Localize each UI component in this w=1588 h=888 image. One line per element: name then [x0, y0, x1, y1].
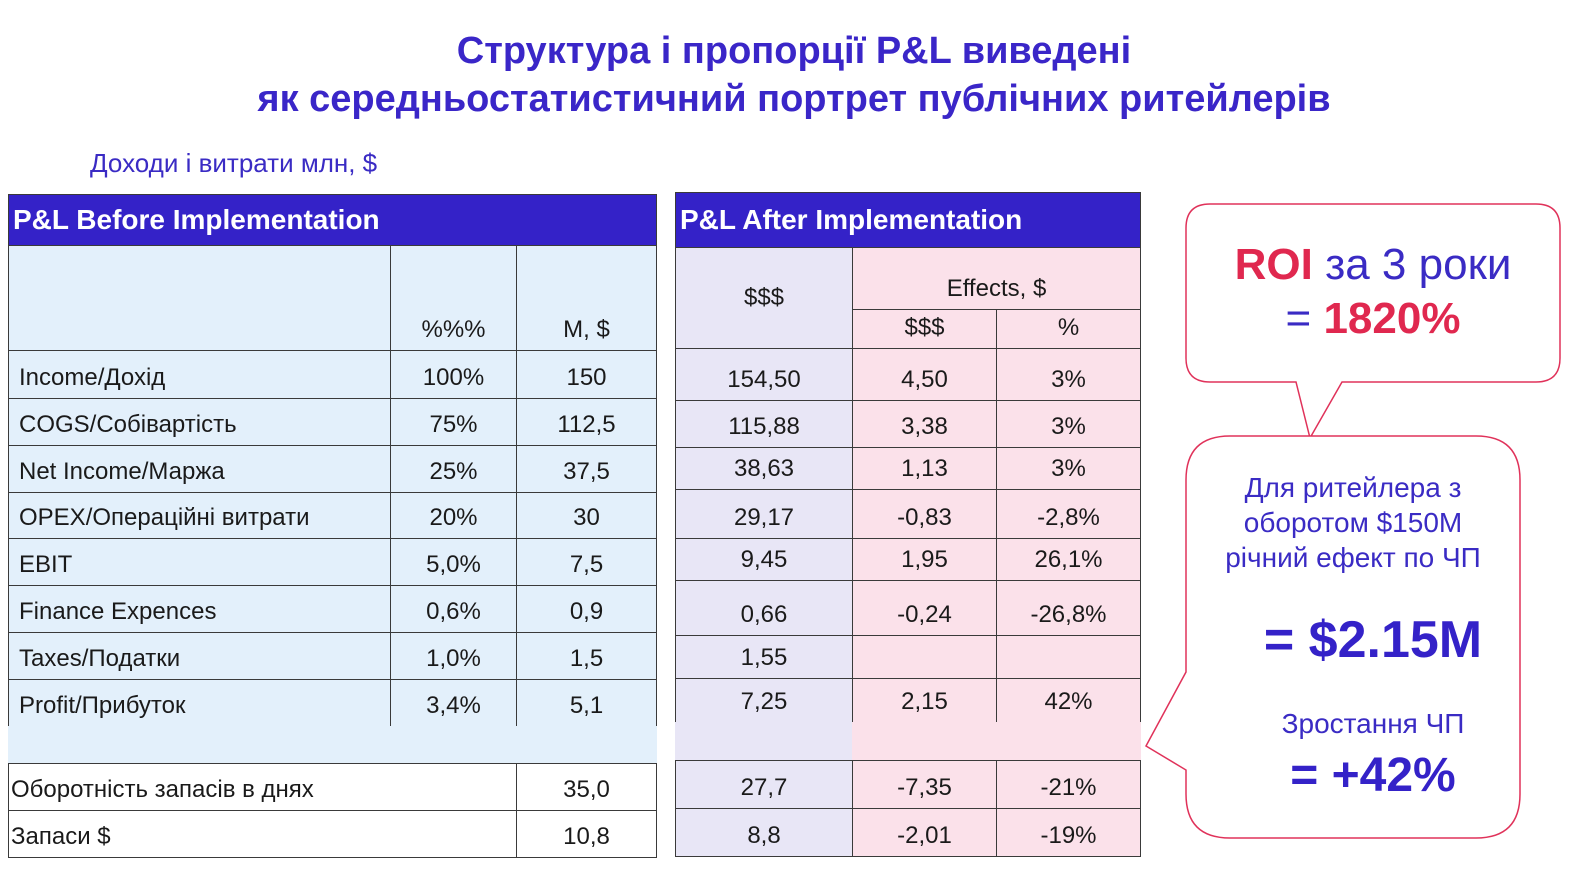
growth-label: Зростання ЧП	[1281, 708, 1465, 739]
table-cell: 4,50	[852, 348, 997, 401]
table-cell: 38,63	[675, 447, 853, 490]
table-cell: 0,9	[516, 585, 657, 633]
table-cell: -7,35	[852, 760, 997, 809]
table-cell: 8,8	[675, 808, 853, 857]
table-cell: Запаси $	[8, 810, 517, 858]
effect-value: = $2.15M	[1263, 611, 1483, 669]
table-cell: 37,5	[516, 445, 657, 493]
spacer	[852, 722, 1141, 761]
table-cell: 10,8	[516, 810, 657, 858]
table-cell: 27,7	[675, 760, 853, 809]
table-cell: -21%	[996, 760, 1141, 809]
roi-value-line: = 1820%	[1186, 294, 1560, 344]
table-cell: 1,95	[852, 538, 997, 581]
table-cell: -19%	[996, 808, 1141, 857]
header-cell: M, $	[516, 245, 657, 351]
table-cell: 5,0%	[390, 538, 517, 586]
roi-bubble	[1185, 203, 1561, 440]
table-cell	[852, 635, 997, 679]
spacer	[8, 726, 657, 764]
table-cell: 150	[516, 350, 657, 399]
table-title: P&L After Implementation	[675, 192, 1141, 248]
roi-eq: =	[1285, 294, 1312, 343]
table-cell: Taxes/Податки	[8, 632, 391, 680]
table-cell: 3,4%	[390, 679, 517, 727]
table-cell: 3%	[996, 400, 1141, 448]
table-cell: 112,5	[516, 398, 657, 446]
table-cell: 9,45	[675, 538, 853, 581]
subtitle: Доходи і витрати млн, $	[90, 148, 378, 178]
table-cell: 154,50	[675, 348, 853, 401]
table-cell: EBIT	[8, 538, 391, 586]
table-cell: 1,13	[852, 447, 997, 490]
effect-bubble	[1144, 435, 1521, 839]
title-line: як середньостатистичний портрет публічни…	[257, 78, 1331, 120]
table-cell	[996, 635, 1141, 679]
header-cell: $$$	[675, 247, 853, 349]
roi-line: ROI за 3 роки	[1186, 240, 1560, 290]
table-cell: -2,8%	[996, 489, 1141, 539]
table-cell: 100%	[390, 350, 517, 399]
spacer	[675, 722, 853, 761]
table-cell: -26,8%	[996, 580, 1141, 636]
table-cell: 2,15	[852, 678, 997, 723]
table-cell: Net Income/Маржа	[8, 445, 391, 493]
table-cell: 30	[516, 492, 657, 539]
roi-value: 1820%	[1323, 294, 1461, 343]
header-cell: $$$	[852, 309, 997, 349]
table-cell: 35,0	[516, 763, 657, 811]
table-cell: 1,0%	[390, 632, 517, 680]
table-cell: 42%	[996, 678, 1141, 723]
table-cell: Profit/Прибуток	[8, 679, 391, 727]
table-cell: OPEX/Операційні витрати	[8, 492, 391, 539]
table-cell: 1,55	[675, 635, 853, 679]
roi-label: ROI	[1234, 240, 1313, 289]
table-cell: Finance Expences	[8, 585, 391, 633]
table-cell: 5,1	[516, 679, 657, 727]
growth-value: = +42%	[1290, 749, 1456, 802]
table-cell: 29,17	[675, 489, 853, 539]
roi-period: за 3 роки	[1325, 240, 1512, 289]
table-cell: -2,01	[852, 808, 997, 857]
header-cell: Effects, $	[852, 247, 1141, 310]
title-line: Структура і пропорції P&L виведені	[456, 30, 1132, 72]
table-cell: 3%	[996, 447, 1141, 490]
table-cell: 25%	[390, 445, 517, 493]
table-cell: Оборотність запасів в днях	[8, 763, 517, 811]
table-cell: 0,6%	[390, 585, 517, 633]
table-cell: 26,1%	[996, 538, 1141, 581]
effect-text: Для ритейлера з оборотом $150M річний еф…	[1225, 472, 1481, 573]
